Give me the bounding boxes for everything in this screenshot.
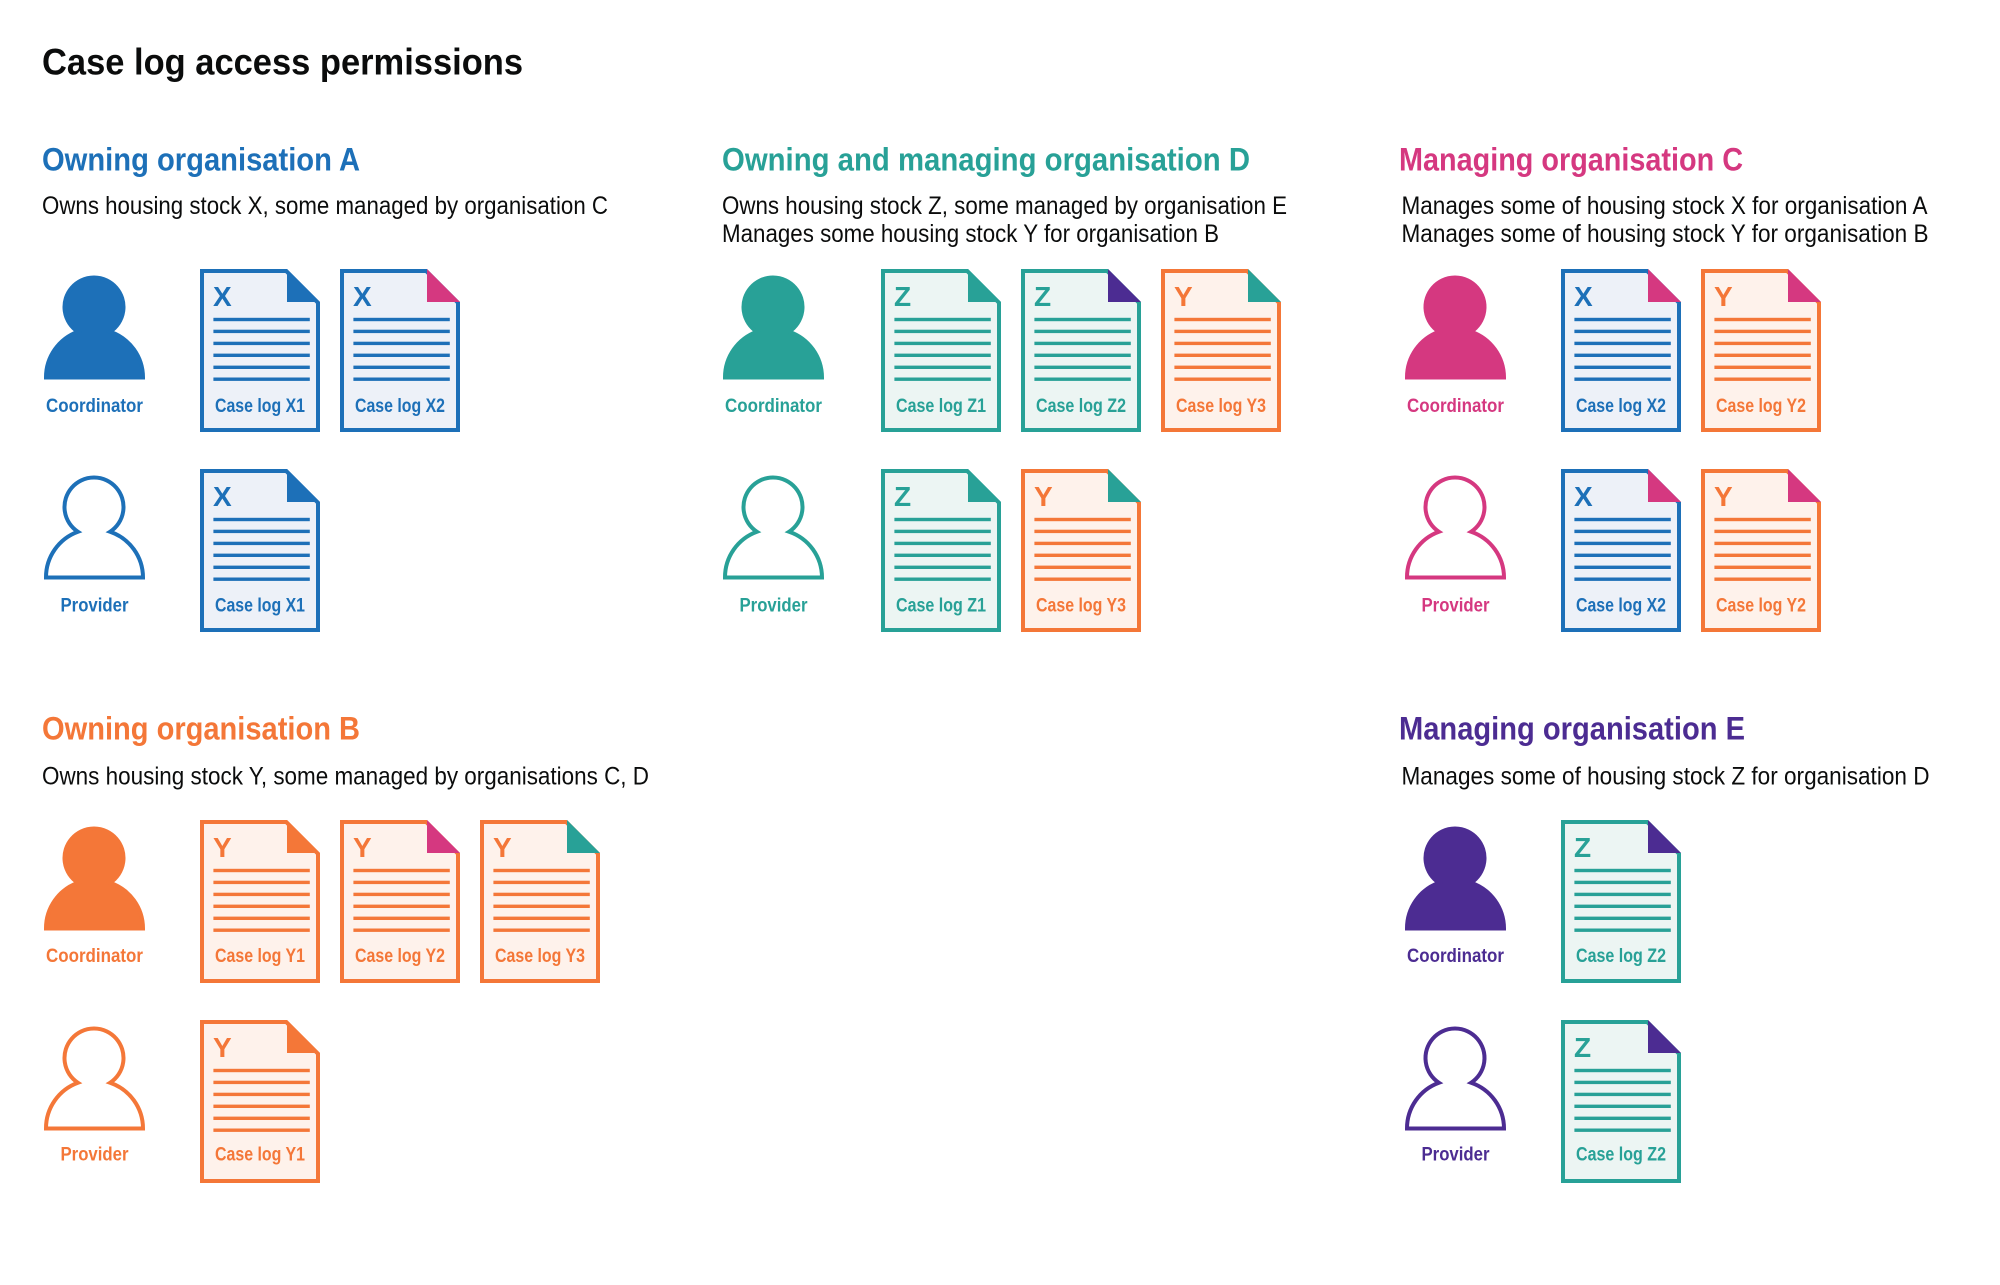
svg-text:Y: Y — [493, 832, 512, 863]
svg-text:Z: Z — [1574, 1032, 1591, 1063]
svg-text:Case log Y2: Case log Y2 — [1716, 595, 1806, 617]
svg-text:Y: Y — [1714, 281, 1733, 312]
svg-text:Case log X2: Case log X2 — [1576, 595, 1666, 617]
svg-text:Case log Y1: Case log Y1 — [215, 945, 305, 967]
svg-text:Provider: Provider — [61, 595, 129, 617]
svg-text:X: X — [213, 281, 232, 312]
svg-text:Manages some of housing stock: Manages some of housing stock Z for orga… — [1402, 762, 1930, 790]
svg-text:Case log Z2: Case log Z2 — [1576, 945, 1666, 967]
svg-text:Case log Y3: Case log Y3 — [495, 945, 585, 967]
svg-text:Y: Y — [353, 832, 372, 863]
svg-text:Case log access permissions: Case log access permissions — [42, 42, 523, 83]
svg-text:Case log Y2: Case log Y2 — [1716, 395, 1806, 417]
svg-text:Coordinator: Coordinator — [46, 395, 143, 417]
svg-text:Case log X1: Case log X1 — [215, 595, 305, 617]
svg-text:X: X — [353, 281, 372, 312]
svg-text:Case log Y2: Case log Y2 — [355, 945, 445, 967]
svg-text:Owns housing stock Z, some man: Owns housing stock Z, some managed by or… — [722, 192, 1287, 220]
svg-text:Case log X2: Case log X2 — [355, 395, 445, 417]
svg-text:Y: Y — [213, 832, 232, 863]
svg-text:Z: Z — [1574, 832, 1591, 863]
svg-text:Case log X2: Case log X2 — [1576, 395, 1666, 417]
svg-text:Y: Y — [1034, 481, 1053, 512]
svg-text:Manages some housing stock Y f: Manages some housing stock Y for organis… — [722, 220, 1219, 248]
svg-text:Manages some of housing stock: Manages some of housing stock Y for orga… — [1402, 220, 1929, 248]
svg-text:Z: Z — [894, 281, 911, 312]
svg-text:Case log X1: Case log X1 — [215, 395, 305, 417]
svg-text:Managing organisation E: Managing organisation E — [1399, 710, 1745, 746]
svg-text:Case log Z1: Case log Z1 — [896, 595, 986, 617]
svg-text:Owning organisation B: Owning organisation B — [42, 710, 360, 746]
svg-text:Coordinator: Coordinator — [1407, 945, 1504, 967]
svg-text:Case log Y1: Case log Y1 — [215, 1144, 305, 1166]
svg-text:Managing organisation C: Managing organisation C — [1399, 141, 1743, 177]
svg-text:Z: Z — [894, 481, 911, 512]
svg-text:Case log Y3: Case log Y3 — [1176, 395, 1266, 417]
svg-text:Case log Y3: Case log Y3 — [1036, 595, 1126, 617]
svg-text:Provider: Provider — [61, 1144, 129, 1166]
svg-text:Owns housing stock Y, some man: Owns housing stock Y, some managed by or… — [42, 762, 649, 790]
svg-text:Owning and managing organisati: Owning and managing organisation D — [722, 141, 1250, 177]
svg-text:X: X — [1574, 281, 1593, 312]
svg-text:X: X — [213, 481, 232, 512]
svg-text:Provider: Provider — [1422, 1144, 1490, 1166]
svg-text:Z: Z — [1034, 281, 1051, 312]
svg-text:Case log Z2: Case log Z2 — [1036, 395, 1126, 417]
svg-text:Provider: Provider — [740, 595, 808, 617]
svg-text:Manages some of housing stock: Manages some of housing stock X for orga… — [1402, 192, 1928, 220]
svg-text:X: X — [1574, 481, 1593, 512]
svg-text:Case log Z2: Case log Z2 — [1576, 1144, 1666, 1166]
svg-text:Coordinator: Coordinator — [725, 395, 822, 417]
svg-text:Y: Y — [213, 1032, 232, 1063]
svg-text:Provider: Provider — [1422, 595, 1490, 617]
svg-text:Y: Y — [1174, 281, 1193, 312]
svg-text:Coordinator: Coordinator — [46, 945, 143, 967]
svg-text:Y: Y — [1714, 481, 1733, 512]
svg-text:Owning organisation A: Owning organisation A — [42, 141, 360, 177]
svg-text:Case log Z1: Case log Z1 — [896, 395, 986, 417]
svg-text:Coordinator: Coordinator — [1407, 395, 1504, 417]
svg-text:Owns housing stock X, some man: Owns housing stock X, some managed by or… — [42, 192, 608, 220]
